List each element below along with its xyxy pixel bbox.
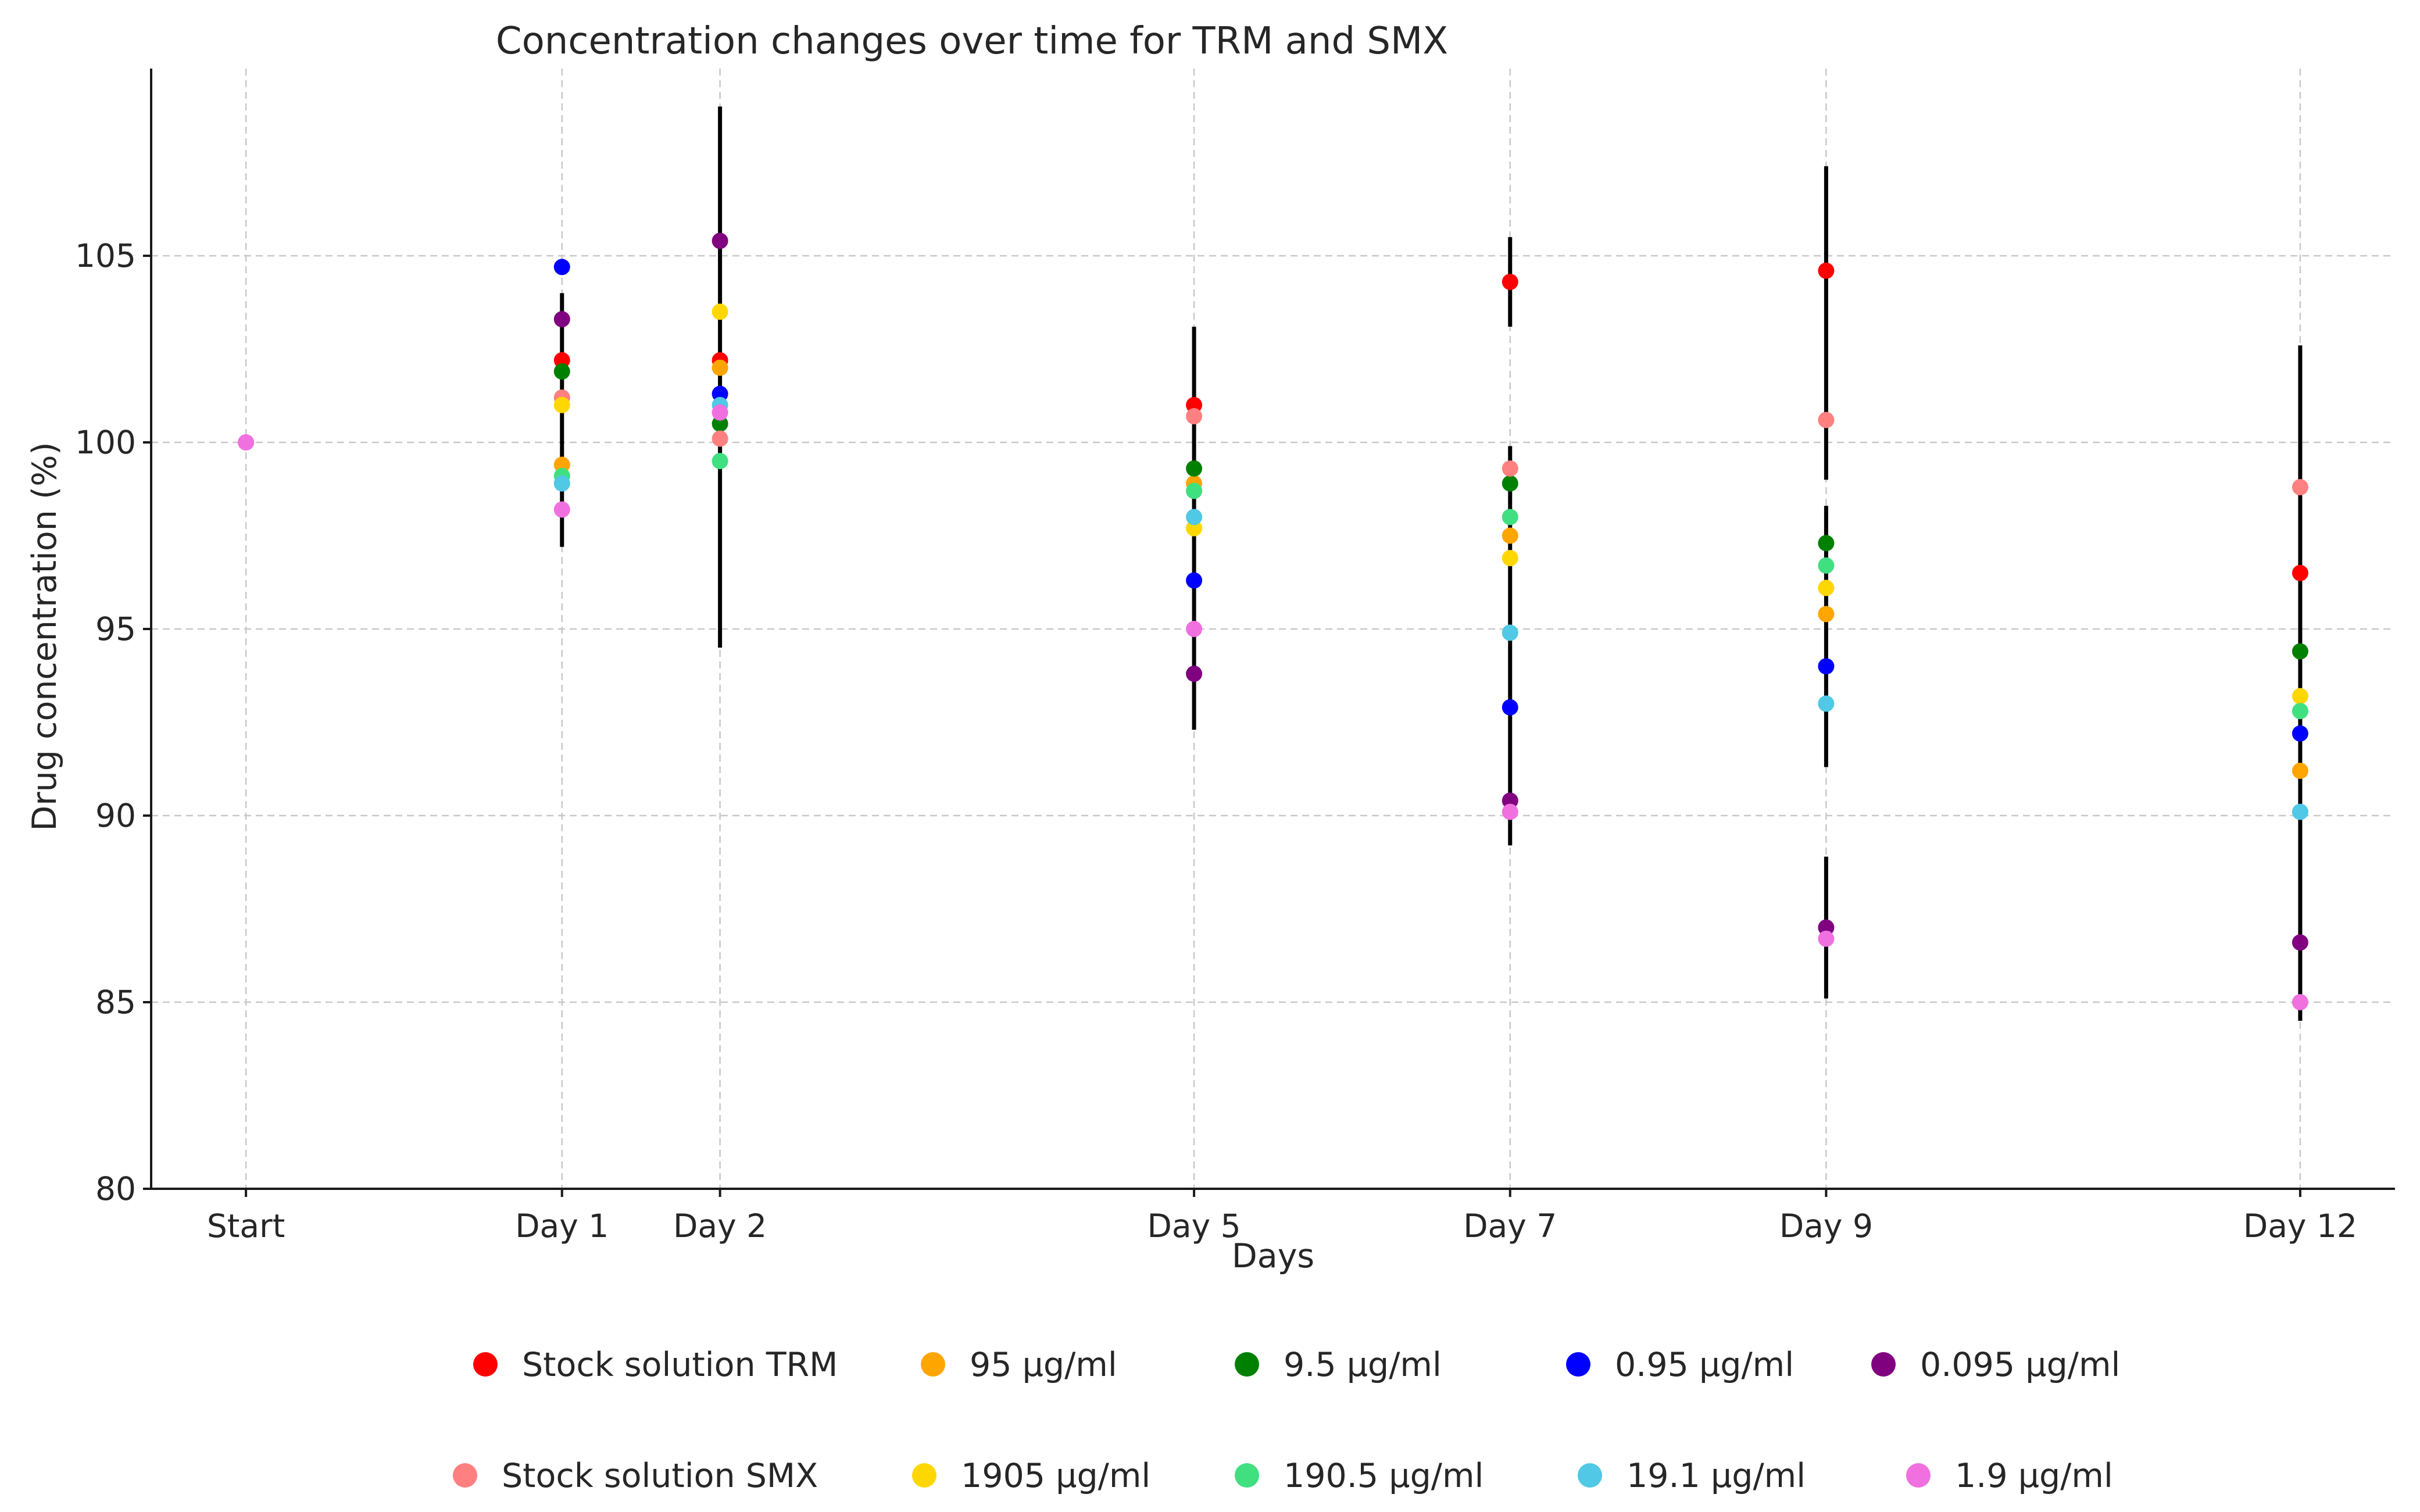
data-point xyxy=(1186,572,1203,589)
data-point xyxy=(553,501,570,518)
legend-marker xyxy=(1566,1352,1590,1377)
data-point xyxy=(2292,725,2308,742)
legend-label: 1905 µg/ml xyxy=(961,1457,1150,1495)
data-point xyxy=(2292,479,2308,496)
data-point xyxy=(1186,621,1203,637)
legend-label: 95 µg/ml xyxy=(970,1346,1117,1384)
legend-marker xyxy=(921,1352,945,1377)
x-tick-label: Day 5 xyxy=(1148,1207,1241,1245)
data-point xyxy=(1502,624,1518,641)
legend-marker xyxy=(1578,1463,1602,1488)
data-point xyxy=(1818,919,1835,936)
data-point xyxy=(1818,557,1835,574)
x-tick-label: Day 7 xyxy=(1463,1207,1557,1245)
data-point xyxy=(712,430,728,447)
data-point xyxy=(2292,994,2308,1010)
data-point xyxy=(1818,930,1835,947)
data-point xyxy=(712,385,728,402)
data-point xyxy=(712,303,728,320)
data-point xyxy=(2292,564,2308,581)
data-point xyxy=(1502,273,1518,290)
data-point xyxy=(712,233,728,249)
data-point xyxy=(1502,792,1518,809)
legend-label: Stock solution SMX xyxy=(502,1457,818,1495)
data-point xyxy=(1502,460,1518,477)
x-tick-label: Day 2 xyxy=(673,1207,767,1245)
data-point xyxy=(1186,509,1203,526)
ticks: Start Day 1 Day 2 Day 5 Day 7 Day 9 Day 12 80 85… xyxy=(75,237,2357,1245)
data-point xyxy=(712,415,728,432)
data-point xyxy=(1186,460,1203,477)
data-point xyxy=(553,475,570,492)
data-point xyxy=(2292,643,2308,660)
data-point xyxy=(2292,688,2308,705)
data-point xyxy=(553,396,570,413)
legend-marker xyxy=(453,1463,477,1488)
data-point xyxy=(1818,658,1835,675)
legend-label: 19.1 µg/ml xyxy=(1627,1457,1806,1495)
data-point xyxy=(1818,695,1835,712)
legend-marker xyxy=(473,1352,498,1377)
data-point xyxy=(553,311,570,328)
x-tick-label: Day 12 xyxy=(2243,1207,2357,1245)
y-tick-label: 105 xyxy=(75,237,136,274)
x-tick-label: Day 1 xyxy=(515,1207,609,1245)
legend-marker xyxy=(912,1463,936,1488)
data-point xyxy=(553,352,570,369)
data-point xyxy=(1502,475,1518,492)
data-point xyxy=(2292,803,2308,820)
data-point xyxy=(1502,699,1518,716)
y-axis-label: Drug concentration (%) xyxy=(26,442,64,831)
y-tick-label: 95 xyxy=(95,610,136,648)
data-point xyxy=(1186,520,1203,537)
data-points xyxy=(238,233,2308,1010)
data-point xyxy=(1818,606,1835,623)
x-axis-label: Days xyxy=(1232,1237,1314,1275)
data-point xyxy=(1818,535,1835,552)
legend-label: 190.5 µg/ml xyxy=(1284,1457,1484,1495)
data-point xyxy=(1818,262,1835,279)
x-tick-label: Day 9 xyxy=(1779,1207,1873,1245)
y-tick-label: 80 xyxy=(95,1170,136,1207)
data-point xyxy=(553,363,570,380)
data-point xyxy=(1502,803,1518,820)
legend-label: 0.095 µg/ml xyxy=(1920,1346,2120,1384)
data-point xyxy=(712,453,728,470)
error-bars xyxy=(560,106,2303,1021)
data-point xyxy=(1186,666,1203,682)
legend: Stock solution TRM 95 µg/ml 9.5 µg/ml 0.95 … xyxy=(453,1346,2120,1495)
data-point xyxy=(553,456,570,473)
legend-marker xyxy=(1235,1463,1259,1488)
legend-label: Stock solution TRM xyxy=(522,1346,838,1384)
grid xyxy=(151,69,2395,1189)
data-point xyxy=(2292,934,2308,951)
data-point xyxy=(1186,396,1203,413)
y-tick-label: 90 xyxy=(95,797,136,834)
data-point xyxy=(238,434,255,451)
data-point xyxy=(2292,762,2308,779)
legend-marker xyxy=(1871,1352,1896,1377)
legend-label: 1.9 µg/ml xyxy=(1955,1457,2113,1495)
data-point xyxy=(1186,482,1203,499)
x-tick-label: Start xyxy=(207,1207,285,1245)
legend-marker xyxy=(1906,1463,1931,1488)
y-tick-label: 100 xyxy=(75,424,136,461)
legend-marker xyxy=(1235,1352,1259,1377)
data-point xyxy=(712,359,728,376)
data-point xyxy=(1186,408,1203,425)
legend-label: 9.5 µg/ml xyxy=(1284,1346,1442,1384)
legend-label: 0.95 µg/ml xyxy=(1615,1346,1794,1384)
data-point xyxy=(553,259,570,276)
data-point xyxy=(1502,527,1518,544)
data-point xyxy=(1818,412,1835,428)
chart-title: Concentration changes over time for TRM … xyxy=(496,20,1448,63)
data-point xyxy=(1502,550,1518,567)
data-point xyxy=(712,404,728,421)
data-point xyxy=(1818,580,1835,596)
y-tick-label: 85 xyxy=(95,984,136,1021)
data-point xyxy=(2292,703,2308,720)
data-point xyxy=(1502,509,1518,526)
